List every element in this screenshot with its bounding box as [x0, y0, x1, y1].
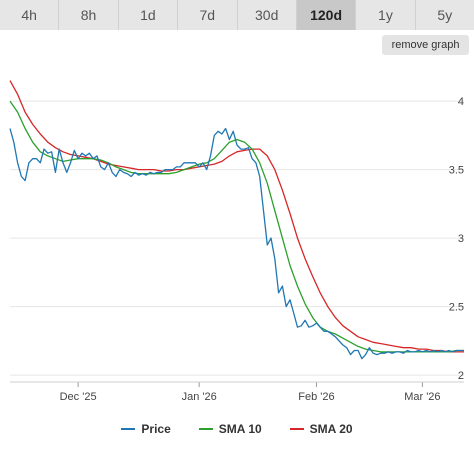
series-line-sma-20 — [9, 80, 464, 353]
tab-1y[interactable]: 1y — [356, 0, 416, 30]
legend-swatch — [121, 428, 136, 430]
y-tick-label: 2.5 — [449, 302, 464, 314]
legend-item-sma-20[interactable]: SMA 20 — [289, 418, 353, 440]
tab-7d[interactable]: 7d — [178, 0, 238, 30]
legend-swatch — [198, 428, 213, 430]
chart-legend: Price SMA 10 SMA 20 — [0, 418, 474, 440]
tab-1d[interactable]: 1d — [118, 0, 179, 30]
series-line-sma-10 — [9, 100, 464, 353]
legend-label: SMA 20 — [309, 422, 353, 436]
legend-label: SMA 10 — [218, 422, 262, 436]
legend-item-price[interactable]: Price — [121, 418, 171, 440]
y-tick-label: 3.5 — [449, 165, 464, 177]
legend-label: Price — [141, 422, 171, 436]
remove-graph-button[interactable]: remove graph — [382, 35, 469, 55]
x-tick-label: Dec '25 — [60, 391, 97, 403]
x-tick-label: Feb '26 — [298, 391, 334, 403]
legend-item-sma-10[interactable]: SMA 10 — [198, 418, 262, 440]
tab-120d[interactable]: 120d — [296, 0, 357, 30]
tab-4h[interactable]: 4h — [0, 0, 60, 30]
y-tick-label: 2 — [458, 370, 464, 382]
tab-30d[interactable]: 30d — [237, 0, 297, 30]
legend-swatch — [289, 428, 304, 430]
x-tick-label: Mar '26 — [404, 391, 440, 403]
y-tick-label: 4 — [458, 96, 464, 108]
chart-area: 4 3.5 3 2.5 2 Dec '25 Jan '26 Feb '26 Mar '26 — [9, 80, 464, 403]
x-tick-label: Jan '26 — [182, 391, 217, 403]
y-tick-label: 3 — [458, 233, 464, 245]
tab-5y[interactable]: 5y — [415, 0, 474, 30]
series-line-price — [9, 127, 464, 360]
tab-8h[interactable]: 8h — [59, 0, 119, 30]
timeframe-tabs: 4h 8h 1d 7d 30d 120d 1y 5y — [0, 0, 474, 30]
